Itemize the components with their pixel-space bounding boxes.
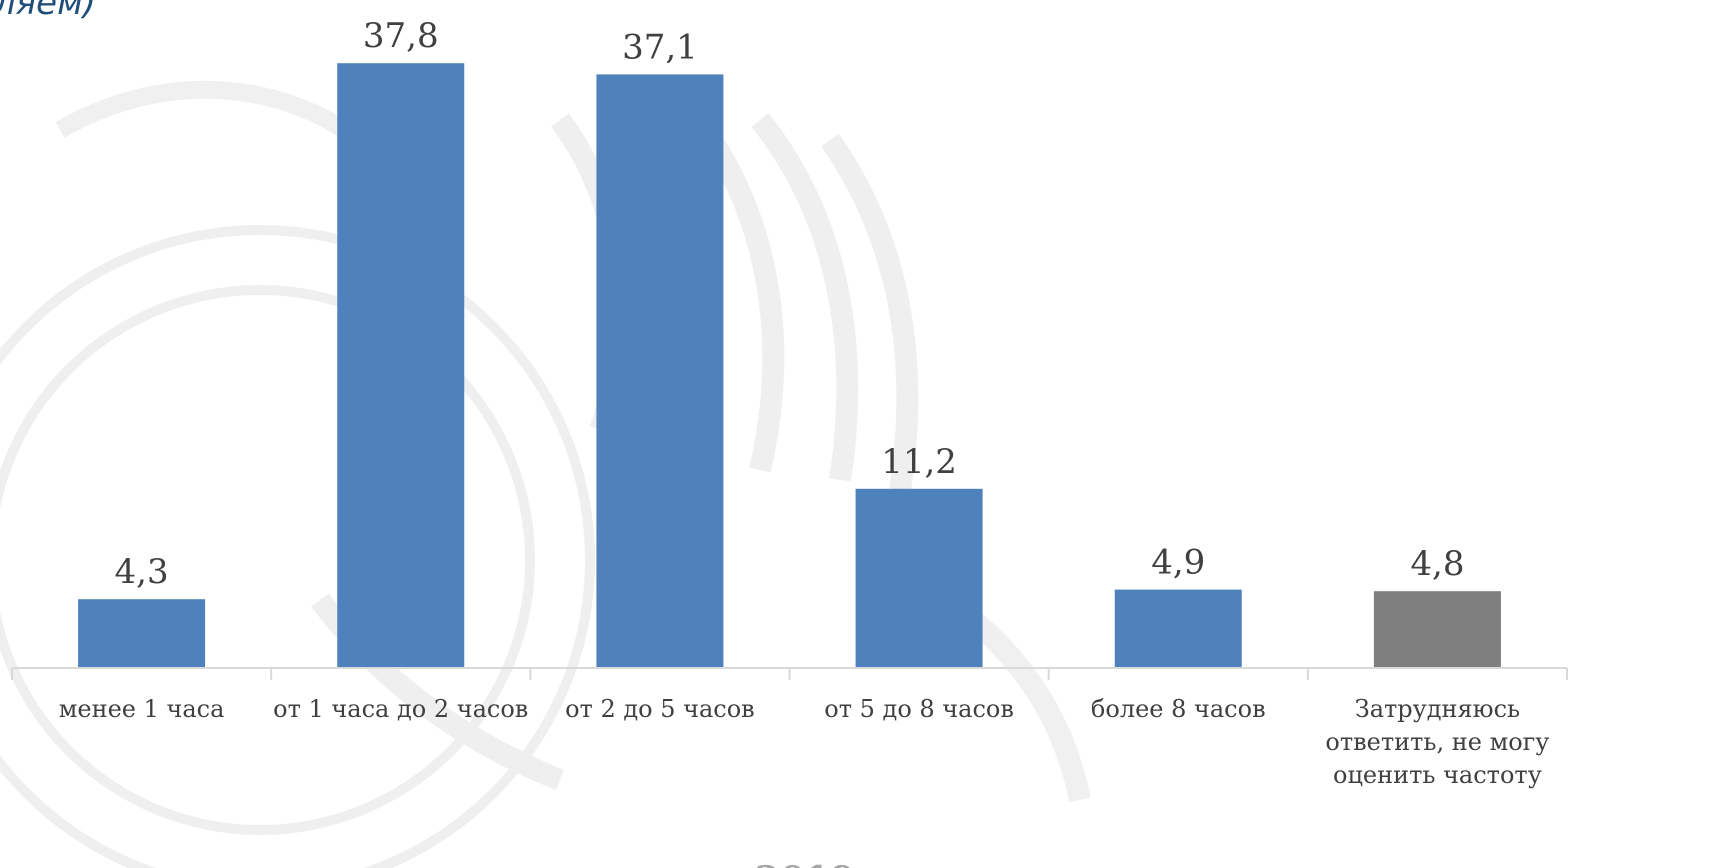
category-label-line: оценить частоту (1333, 761, 1542, 789)
category-label-line: Затрудняюсь (1355, 695, 1520, 723)
value-label-3: 37,1 (622, 27, 698, 67)
category-label-1: менее 1 часа (59, 695, 225, 723)
category-label-line: от 5 до 8 часов (824, 695, 1014, 723)
category-label-4: от 5 до 8 часов (824, 695, 1014, 723)
partial-title: ляем) (0, 0, 96, 23)
category-label-line: от 2 до 5 часов (565, 695, 755, 723)
bar-5 (1114, 589, 1242, 668)
value-label-1: 4,3 (115, 552, 169, 592)
bar-1 (78, 599, 206, 668)
category-label-line: ответить, не могу (1325, 728, 1549, 756)
category-label-line: от 1 часа до 2 часов (273, 695, 528, 723)
value-label-2: 37,8 (363, 16, 439, 56)
bar-2 (337, 63, 465, 668)
value-label-6: 4,8 (1410, 544, 1464, 584)
category-label-2: от 1 часа до 2 часов (273, 695, 528, 723)
value-label-5: 4,9 (1151, 543, 1205, 583)
category-label-6: Затрудняюсь ответить, не могу оценить част… (1325, 695, 1549, 789)
category-label-line: более 8 часов (1091, 695, 1266, 723)
bars-group (78, 63, 1501, 668)
category-label-line: менее 1 часа (59, 695, 225, 723)
x-axis (11, 667, 1568, 680)
category-label-3: от 2 до 5 часов (565, 695, 755, 723)
category-label-5: более 8 часов (1091, 695, 1266, 723)
bar-6 (1373, 591, 1501, 668)
bar-3 (596, 74, 724, 668)
value-label-4: 11,2 (881, 442, 957, 482)
category-labels-group: менее 1 часа от 1 часа до 2 часов от 2 до … (59, 695, 1550, 789)
bar-4 (855, 488, 983, 668)
value-labels-group: 4,3 37,8 37,1 11,2 4,9 4,8 (115, 16, 1465, 592)
year-label: 2019 (755, 859, 855, 868)
